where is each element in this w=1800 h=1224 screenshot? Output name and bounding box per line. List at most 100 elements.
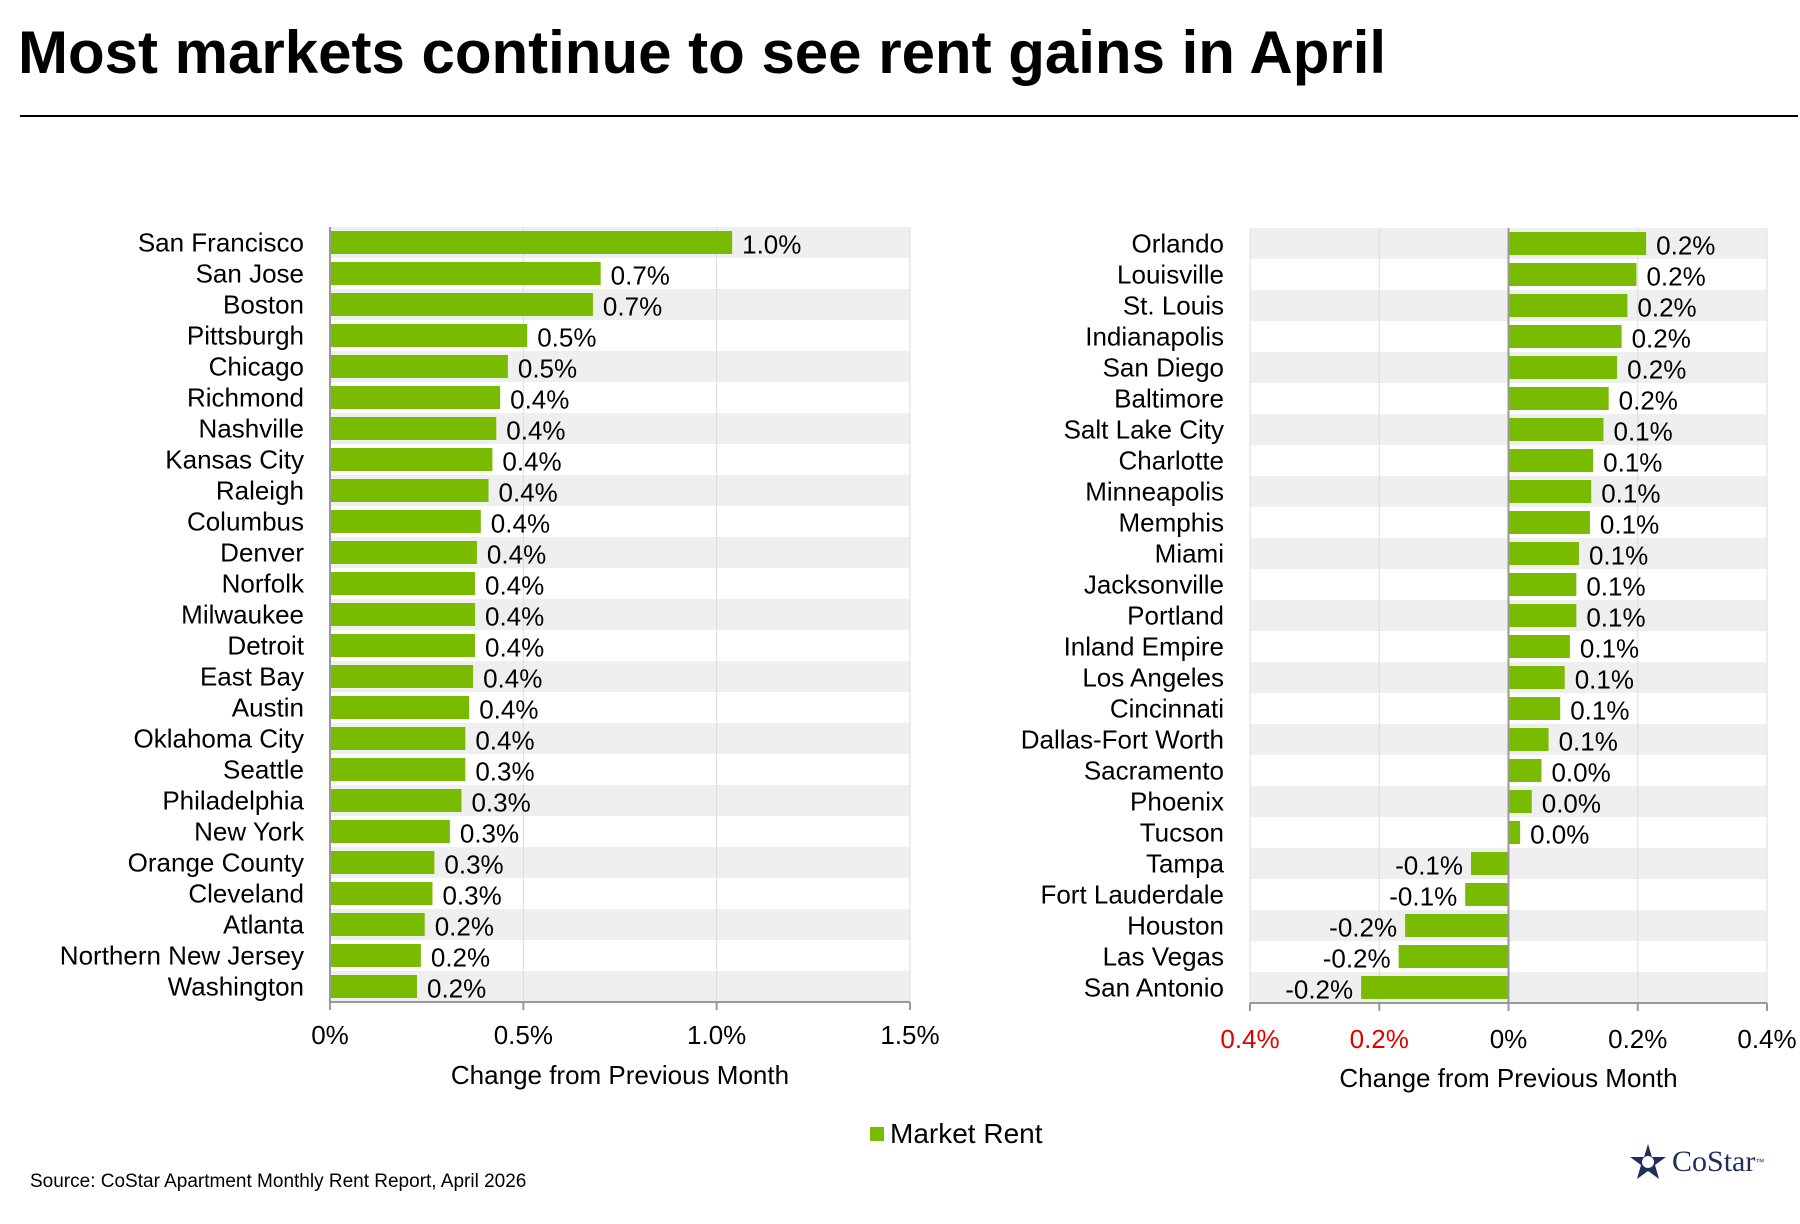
x-tick-label: 1.0%	[687, 1020, 746, 1050]
category-label: Louisville	[1117, 260, 1224, 290]
category-label: Los Angeles	[1082, 663, 1224, 693]
bar	[1508, 232, 1647, 255]
x-tick-label: 0%	[1490, 1024, 1528, 1054]
data-label: 0.4%	[510, 385, 569, 415]
category-label: Richmond	[187, 383, 304, 413]
bar	[330, 386, 501, 409]
data-label: 0.2%	[1637, 293, 1696, 323]
category-label: East Bay	[200, 662, 304, 692]
category-label: Chicago	[209, 352, 304, 382]
bar	[1508, 418, 1604, 441]
costar-star-icon	[1630, 1144, 1666, 1179]
category-label: Austin	[232, 693, 304, 723]
bar	[1508, 325, 1622, 348]
row-band	[330, 909, 910, 940]
bar	[1361, 976, 1509, 999]
bar	[330, 479, 489, 502]
category-label: Orlando	[1132, 229, 1225, 259]
costar-logo-text: CoStar	[1672, 1145, 1756, 1178]
data-label: -0.2%	[1329, 913, 1397, 943]
data-label: -0.2%	[1323, 944, 1391, 974]
category-label: Miami	[1155, 539, 1224, 569]
data-label: 0.1%	[1600, 510, 1659, 540]
x-tick-label: 0.2%	[1350, 1024, 1409, 1054]
x-axis-title: Change from Previous Month	[451, 1060, 789, 1090]
bar	[1508, 511, 1590, 534]
data-label: 0.5%	[537, 323, 596, 353]
data-label: 0.4%	[475, 726, 534, 756]
category-label: Charlotte	[1119, 446, 1225, 476]
data-label: 0.2%	[431, 943, 490, 973]
bar	[330, 758, 466, 781]
category-label: Baltimore	[1114, 384, 1224, 414]
legend-swatch	[870, 1127, 884, 1141]
data-label: 0.4%	[502, 447, 561, 477]
source-note: Source: CoStar Apartment Monthly Rent Re…	[30, 1171, 527, 1192]
data-label: 0.1%	[1601, 479, 1660, 509]
bar	[330, 603, 475, 626]
data-label: 0.0%	[1542, 789, 1601, 819]
data-label: 0.1%	[1586, 603, 1645, 633]
category-label: Tucson	[1140, 818, 1224, 848]
bar	[1508, 573, 1577, 596]
x-tick-label: 0.4%	[1737, 1024, 1796, 1054]
category-label: Sacramento	[1084, 756, 1224, 786]
bar	[330, 944, 421, 967]
bar	[1405, 914, 1509, 937]
bar	[330, 882, 433, 905]
data-label: 0.2%	[1627, 355, 1686, 385]
bar	[330, 789, 462, 812]
category-label: Cleveland	[188, 879, 304, 909]
data-label: 0.3%	[471, 788, 530, 818]
data-label: 0.1%	[1613, 417, 1672, 447]
bar	[330, 355, 508, 378]
bar	[330, 851, 435, 874]
data-label: 0.1%	[1580, 634, 1639, 664]
category-label: Portland	[1127, 601, 1224, 631]
data-label: 1.0%	[742, 230, 801, 260]
category-label: Washington	[168, 972, 304, 1002]
data-label: -0.1%	[1389, 882, 1457, 912]
bar	[1508, 263, 1637, 286]
bar	[330, 820, 450, 843]
data-label: 0.2%	[1646, 262, 1705, 292]
data-label: 0.4%	[479, 695, 538, 725]
bar	[330, 634, 475, 657]
right-bar-chart: Orlando 0.2% Louisville 0.2% St. Louis 0.2% In…	[1021, 228, 1797, 1093]
category-label: Tampa	[1146, 849, 1225, 879]
category-label: San Jose	[196, 259, 304, 289]
category-label: Memphis	[1119, 508, 1224, 538]
bar	[1508, 728, 1549, 751]
bar	[1508, 387, 1609, 410]
data-label: 0.3%	[442, 881, 501, 911]
data-label: 0.4%	[485, 571, 544, 601]
category-label: Jacksonville	[1084, 570, 1224, 600]
data-label: 0.4%	[491, 509, 550, 539]
data-label: 0.3%	[460, 819, 519, 849]
data-label: 0.7%	[603, 292, 662, 322]
category-label: San Antonio	[1084, 973, 1224, 1003]
bar	[330, 696, 470, 719]
x-tick-label: 1.5%	[880, 1020, 939, 1050]
data-label: 0.0%	[1551, 758, 1610, 788]
data-label: 0.4%	[499, 478, 558, 508]
category-label: Norfolk	[222, 569, 305, 599]
category-label: Detroit	[227, 631, 304, 661]
bar	[330, 324, 528, 347]
left-bar-chart: San Francisco 1.0% San Jose 0.7% Boston 0.7% P…	[60, 227, 940, 1090]
category-label: Philadelphia	[162, 786, 304, 816]
bar	[330, 975, 417, 998]
category-label: Salt Lake City	[1064, 415, 1224, 445]
bar	[1508, 294, 1628, 317]
bar	[330, 262, 601, 285]
bar	[330, 727, 466, 750]
category-label: San Francisco	[138, 228, 304, 258]
category-label: Denver	[220, 538, 304, 568]
bar	[330, 231, 733, 254]
data-label: 0.3%	[444, 850, 503, 880]
data-label: 0.5%	[518, 354, 577, 384]
category-label: St. Louis	[1123, 291, 1224, 321]
bar	[1508, 759, 1542, 782]
x-tick-label: 0.4%	[1220, 1024, 1279, 1054]
category-label: Dallas-Fort Worth	[1021, 725, 1224, 755]
